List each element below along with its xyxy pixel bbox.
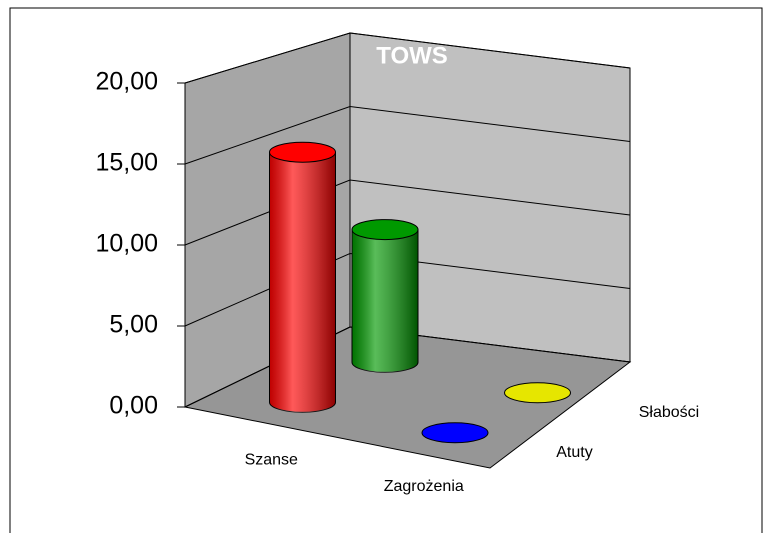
x-tick-label: Szanse — [245, 451, 298, 468]
cylinder — [269, 141, 336, 413]
grid-line — [184, 32, 631, 84]
cylinder-shade — [352, 229, 418, 373]
marks — [269, 141, 571, 444]
cylinder-top — [421, 422, 489, 444]
grid-line — [184, 105, 631, 165]
cylinder — [504, 382, 571, 404]
series-label: Atuty — [556, 444, 592, 461]
grid-line — [184, 179, 631, 246]
cylinder-top — [351, 219, 419, 241]
y-tick-label: 10,00 — [95, 230, 158, 258]
chart-title: TOWS — [376, 42, 448, 69]
x-tick-label: Zagrożenia — [384, 478, 464, 495]
grid-line — [184, 252, 631, 327]
grid-line — [184, 326, 631, 408]
cylinder — [351, 219, 419, 373]
cylinder — [421, 422, 489, 444]
y-tick-label: 15,00 — [95, 149, 158, 177]
series-label: Słabości — [639, 404, 699, 421]
cylinder-top — [504, 382, 571, 404]
y-tick-label: 20,00 — [95, 68, 158, 96]
grid: 0,00 5,00 10,00 15,00 20,00 Szanse Zagrożenia A… — [95, 32, 699, 495]
cylinder-shade — [269, 152, 336, 413]
chart-border — [9, 7, 763, 533]
cylinder-top — [269, 141, 336, 163]
y-tick-label: 5,00 — [109, 311, 158, 339]
y-tick-label: 0,00 — [109, 392, 158, 420]
